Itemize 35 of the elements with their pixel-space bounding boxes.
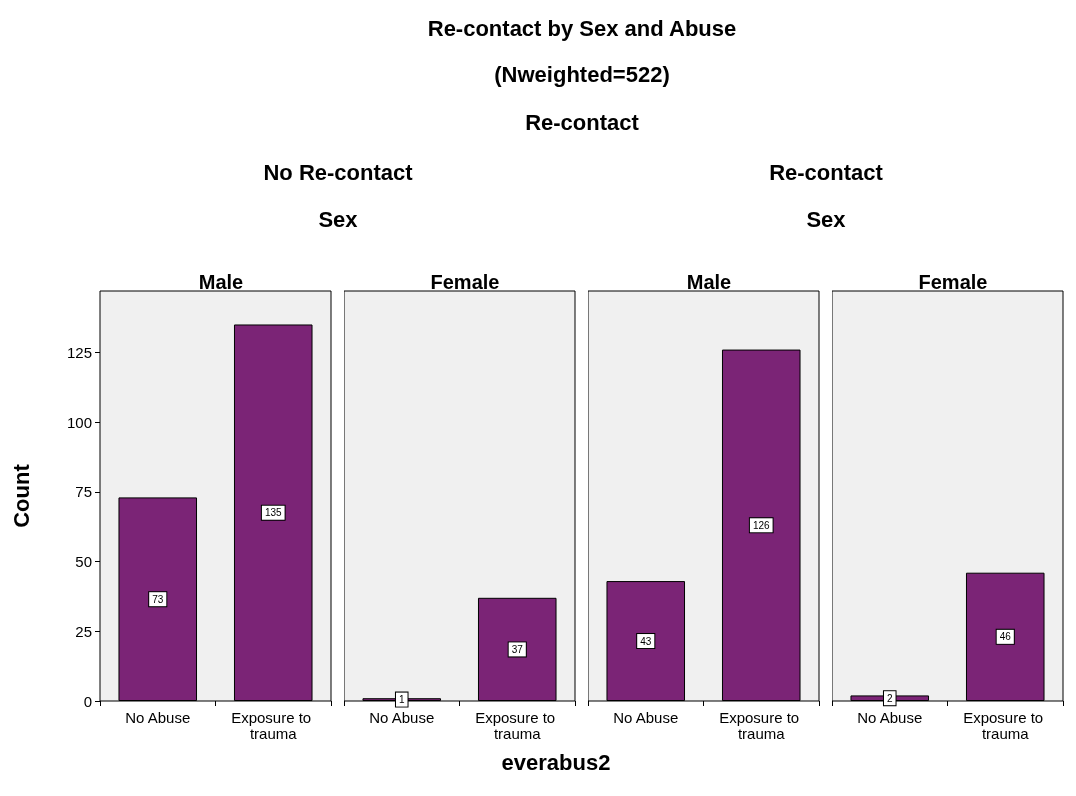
text: Re-contact: [768, 160, 884, 186]
data-label: 37: [511, 643, 524, 655]
data-label: 126: [752, 519, 771, 531]
x-axis-title: everabus2: [500, 750, 612, 776]
x-tick-label: No Abuse: [857, 708, 923, 726]
chart-title: Female: [918, 271, 988, 293]
x-tick-label: Exposure to trauma: [231, 708, 316, 742]
chart-title: Male: [686, 271, 732, 293]
y-tick-label: 25: [75, 622, 92, 640]
x-tick-label: No Abuse: [369, 708, 435, 726]
text: (Nweighted=522): [493, 62, 671, 88]
y-tick-label: 125: [66, 343, 92, 361]
y-tick-label: 75: [75, 483, 92, 501]
chart-title: Female: [430, 271, 500, 293]
x-tick-label: Exposure to trauma: [963, 708, 1048, 742]
x-tick-label: Exposure to trauma: [475, 708, 560, 742]
data-label: 46: [999, 631, 1012, 643]
x-tick-label: No Abuse: [125, 708, 191, 726]
data-label: 1: [398, 694, 405, 706]
data-label: 73: [152, 593, 164, 605]
y-tick-label: 50: [75, 553, 92, 571]
x-tick-label: Exposure to trauma: [719, 708, 804, 742]
text: No Re-contact: [262, 160, 414, 186]
data-label: 43: [640, 635, 652, 647]
data-label: 135: [264, 507, 283, 519]
y-tick-label: 0: [83, 692, 92, 710]
text: Sex: [805, 207, 847, 233]
y-axis-title: Count: [9, 464, 35, 528]
y-tick-label: 100: [66, 413, 92, 431]
data-label: 2: [886, 692, 893, 704]
text: Re-contact: [524, 110, 640, 136]
text: Sex: [317, 207, 359, 233]
x-tick-label: No Abuse: [613, 708, 679, 726]
text: Re-contact by Sex and Abuse: [426, 16, 738, 42]
chart-title: Male: [198, 271, 244, 293]
